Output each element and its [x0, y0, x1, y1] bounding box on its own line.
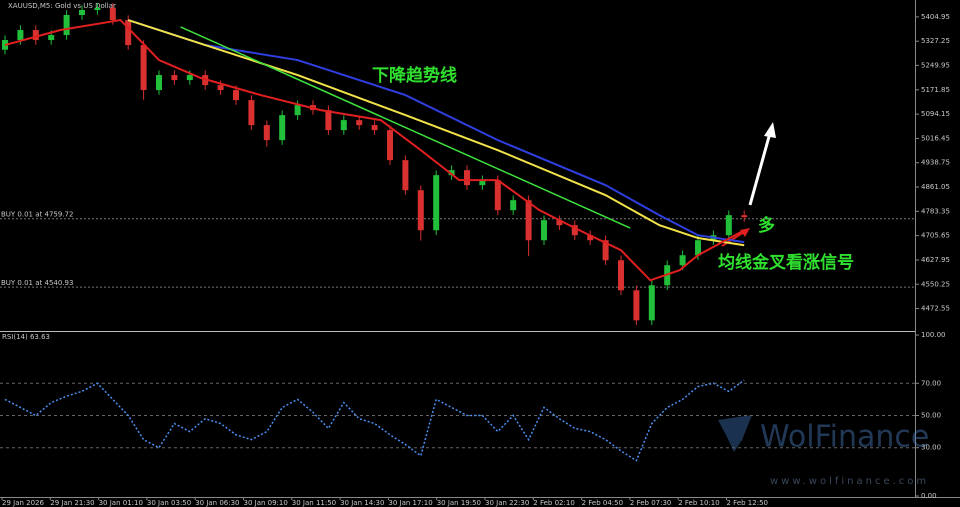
candle-body	[402, 160, 409, 191]
candle-body	[433, 175, 440, 231]
x-tick-label: 30 Jan 11:50	[292, 499, 336, 507]
y-tick-label: 5171.85	[921, 86, 950, 94]
candle-body	[618, 260, 624, 291]
rsi-tick-label: 100.00	[921, 331, 946, 339]
candle-body	[633, 290, 640, 321]
y-tick-label: 4550.25	[921, 280, 950, 288]
moving-average	[4, 18, 745, 282]
annotation: 均线金叉看涨信号	[718, 252, 854, 273]
candle-body	[186, 75, 193, 81]
annotation: 多	[758, 215, 775, 236]
candle-body	[571, 225, 578, 236]
candle-body	[371, 125, 378, 131]
order-label: BUY 0.01 at 4540.93	[1, 279, 73, 287]
trendline-label: 下降趋势线	[372, 65, 457, 86]
x-tick-label: 2 Feb 04:50	[582, 499, 623, 507]
rsi-tick-label: 70.00	[921, 379, 941, 387]
watermark-url: www.wolfinance.com	[770, 476, 929, 487]
x-tick-label: 29 Jan 21:30	[50, 499, 94, 507]
x-tick-label: 2 Feb 12:50	[727, 499, 768, 507]
candle-body	[648, 285, 655, 321]
x-tick-label: 2 Feb 07:30	[630, 499, 671, 507]
y-tick-label: 4705.65	[921, 232, 950, 240]
watermark-brand: WolFinance	[760, 420, 929, 455]
rsi-tick-label: 50.00	[921, 412, 941, 420]
watermark-logo	[718, 415, 752, 452]
candle-body	[587, 235, 594, 241]
candle-body	[233, 90, 239, 101]
up-arrow	[748, 132, 772, 206]
candle-body	[448, 170, 455, 176]
candle-body	[741, 215, 748, 218]
y-tick-label: 4627.95	[921, 256, 950, 264]
y-tick-label: 4472.55	[921, 305, 950, 313]
candle-body	[510, 200, 517, 211]
candle-body	[140, 45, 147, 91]
candle-body	[48, 35, 55, 41]
candle-body	[387, 130, 393, 161]
cross-arrow	[721, 231, 745, 247]
candle-body	[279, 115, 286, 141]
candle-body	[125, 20, 132, 46]
candle-body	[541, 220, 547, 241]
x-tick-label: 2 Feb 10:10	[678, 499, 719, 507]
candle-body	[294, 105, 301, 116]
candle-body	[325, 110, 332, 131]
rsi-tick-label: 0.00	[921, 492, 937, 500]
candle-body	[32, 30, 39, 41]
x-tick-label: 30 Jan 03:50	[147, 499, 191, 507]
candle-body	[356, 120, 363, 126]
rsi-tick-label: 30.00	[921, 444, 941, 452]
y-tick-label: 5404.95	[921, 13, 950, 21]
x-tick-label: 2 Feb 02:10	[533, 499, 574, 507]
candle-body	[63, 15, 70, 36]
candle-body	[248, 100, 255, 126]
candle-body	[171, 75, 178, 81]
candle-body	[94, 7, 101, 11]
x-tick-label: 30 Jan 17:10	[388, 499, 432, 507]
x-tick-label: 29 Jan 2026	[2, 499, 45, 507]
candle-body	[79, 10, 85, 16]
rsi-line	[4, 379, 745, 462]
watermark: WolFinance www.wolfinance.com	[718, 415, 929, 487]
indicator-title: RSI(14) 63.63	[2, 333, 50, 341]
candle-body	[263, 125, 270, 141]
y-tick-label: 4783.35	[921, 207, 950, 215]
candle-body	[464, 170, 470, 186]
x-tick-label: 30 Jan 01:10	[99, 499, 143, 507]
candle-body	[417, 190, 424, 231]
y-tick-label: 5327.25	[921, 37, 950, 45]
candle-body	[695, 240, 701, 256]
order-label: BUY 0.01 at 4759.72	[1, 211, 73, 219]
moving-average	[127, 19, 745, 244]
candle-body	[156, 75, 162, 91]
x-tick-label: 30 Jan 22:30	[485, 499, 529, 507]
candle-body	[109, 7, 116, 21]
x-tick-label: 30 Jan 14:30	[340, 499, 384, 507]
up-arrow-head	[764, 122, 776, 138]
candle-body	[602, 240, 609, 261]
candle-body	[217, 85, 224, 91]
trendline	[180, 26, 631, 229]
x-tick-label: 30 Jan 19:50	[437, 499, 481, 507]
y-tick-label: 4861.05	[921, 183, 950, 191]
candle-body	[556, 220, 563, 226]
candle-body	[679, 255, 686, 266]
x-tick-label: 30 Jan 09:10	[244, 499, 288, 507]
candle-body	[725, 215, 732, 236]
x-tick-label: 30 Jan 06:30	[195, 499, 239, 507]
y-tick-label: 5249.95	[921, 61, 950, 69]
y-tick-label: 5094.15	[921, 110, 950, 118]
y-tick-label: 5016.45	[921, 134, 950, 142]
candle-body	[494, 180, 501, 211]
candle-body	[340, 120, 347, 131]
candle-body	[17, 30, 24, 41]
chart-title: XAUUSD,M5: Gold vs US Dollar	[8, 2, 116, 10]
candle-body	[525, 200, 532, 241]
moving-average	[127, 19, 745, 247]
y-tick-label: 4938.75	[921, 159, 950, 167]
candle-body	[479, 180, 486, 186]
